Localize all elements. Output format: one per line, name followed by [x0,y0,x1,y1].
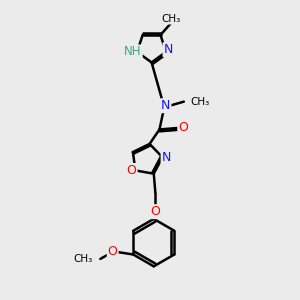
Text: NH: NH [124,45,142,58]
Text: O: O [127,164,136,177]
Text: O: O [108,245,118,259]
Text: CH₃: CH₃ [73,254,92,264]
Text: N: N [164,43,173,56]
Text: N: N [162,151,171,164]
Text: O: O [150,205,160,218]
Text: N: N [161,99,170,112]
Text: O: O [178,122,188,134]
Text: CH₃: CH₃ [191,97,210,106]
Text: CH₃: CH₃ [161,14,180,24]
